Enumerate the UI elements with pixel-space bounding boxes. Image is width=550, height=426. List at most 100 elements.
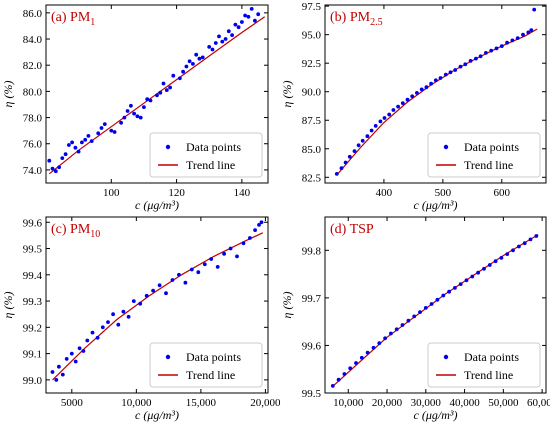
data-point: [135, 114, 140, 119]
data-point: [499, 44, 504, 48]
data-point: [230, 33, 235, 37]
data-point: [47, 158, 52, 163]
data-point: [184, 64, 189, 69]
data-point: [170, 278, 175, 282]
plot-frame: [45, 4, 269, 184]
data-point: [99, 126, 104, 130]
data-point: [441, 293, 446, 298]
chart-panel-4: 10,000 20,000 30,000 40,000 50,000 60,000 99.5…: [280, 216, 550, 422]
data-point: [81, 349, 86, 353]
data-point: [458, 282, 463, 286]
plot-frame: [324, 216, 547, 394]
data-point: [80, 140, 84, 145]
x-tick-label: 140: [234, 187, 251, 199]
trend-line: [52, 232, 264, 381]
data-point: [235, 254, 239, 259]
data-point: [526, 30, 531, 35]
data-point: [360, 138, 365, 143]
data-point: [405, 97, 410, 102]
y-tick-label: 99.4: [23, 270, 43, 282]
data-point: [448, 70, 453, 75]
data-point: [148, 98, 153, 103]
data-point: [330, 384, 335, 388]
data-point: [210, 47, 215, 52]
data-point: [70, 140, 74, 145]
y-tick-label: 82.5: [302, 172, 322, 184]
data-point: [171, 73, 176, 78]
legend-marker-points: [165, 144, 171, 150]
y-tick-label: 99.8: [302, 245, 322, 257]
data-point: [189, 267, 194, 272]
data-point: [151, 288, 156, 293]
data-point: [429, 302, 434, 306]
data-point: [464, 278, 469, 283]
legend-label-trend: Trend line: [186, 158, 235, 172]
x-axis-label: c (μg/m³): [414, 198, 458, 212]
data-point: [67, 143, 71, 147]
legend-marker-points: [165, 354, 171, 360]
x-tick-label: 50,000: [488, 397, 519, 409]
data-point: [73, 145, 78, 150]
data-point: [343, 160, 348, 165]
data-point: [410, 94, 415, 99]
data-point: [116, 322, 121, 327]
data-point: [138, 115, 143, 120]
data-point: [453, 68, 458, 72]
legend-box: [149, 342, 263, 388]
data-point: [359, 355, 364, 360]
data-point: [253, 228, 257, 233]
data-point: [365, 350, 370, 355]
data-point: [253, 18, 257, 23]
data-point: [57, 165, 61, 170]
data-point: [142, 105, 146, 109]
data-point: [382, 116, 387, 120]
data-point: [60, 372, 65, 377]
y-tick-label: 99.6: [23, 217, 43, 229]
x-tick-label: 10,000: [333, 397, 364, 409]
data-point: [515, 36, 520, 40]
data-point: [226, 29, 231, 34]
y-tick-label: 76.0: [23, 139, 43, 151]
data-point: [54, 378, 59, 382]
legend-marker-points: [443, 354, 449, 360]
legend: Data points Trend line: [149, 342, 263, 388]
x-tick-label: 100: [103, 187, 120, 199]
data-point: [191, 62, 195, 66]
y-axis-label: η (%): [280, 292, 294, 319]
legend: Data points Trend line: [427, 342, 541, 388]
data-point: [119, 120, 123, 125]
data-point: [132, 111, 137, 116]
y-tick-label: 99.5: [23, 244, 43, 256]
chart-panel-2: 400 500 600 82.5 85.0 87.5 90.0 92.5 95.0 97.5 c (…: [280, 1, 547, 212]
y-tick-label: 82.0: [23, 60, 43, 72]
data-point: [373, 124, 378, 128]
data-point: [529, 28, 534, 32]
data-point: [145, 97, 150, 102]
data-point: [168, 85, 173, 90]
data-point: [396, 104, 400, 109]
data-point: [129, 103, 133, 108]
legend-box: [149, 132, 263, 178]
data-point: [213, 41, 218, 45]
x-tick-label: 60,000: [527, 397, 550, 409]
data-point: [505, 40, 509, 45]
x-tick-label: 5000: [61, 397, 84, 409]
y-axis-label: η (%): [1, 81, 15, 108]
y-axis-label: η (%): [1, 292, 15, 319]
data-point: [248, 236, 252, 240]
data-point: [336, 377, 341, 382]
data-point: [202, 262, 207, 267]
data-point: [505, 252, 510, 256]
data-point: [470, 274, 475, 279]
x-tick-label: 120: [168, 187, 185, 199]
x-axis-label: c (μg/m³): [135, 198, 179, 212]
data-point: [458, 64, 463, 69]
plot-frame: [324, 4, 547, 184]
y-tick-label: 99.2: [23, 322, 42, 334]
data-point: [371, 345, 376, 350]
y-tick-label: 86.0: [23, 8, 43, 20]
legend-label-trend: Trend line: [186, 368, 235, 382]
data-point: [369, 128, 374, 133]
data-point: [144, 293, 149, 298]
x-tick-label: 600: [494, 187, 511, 199]
